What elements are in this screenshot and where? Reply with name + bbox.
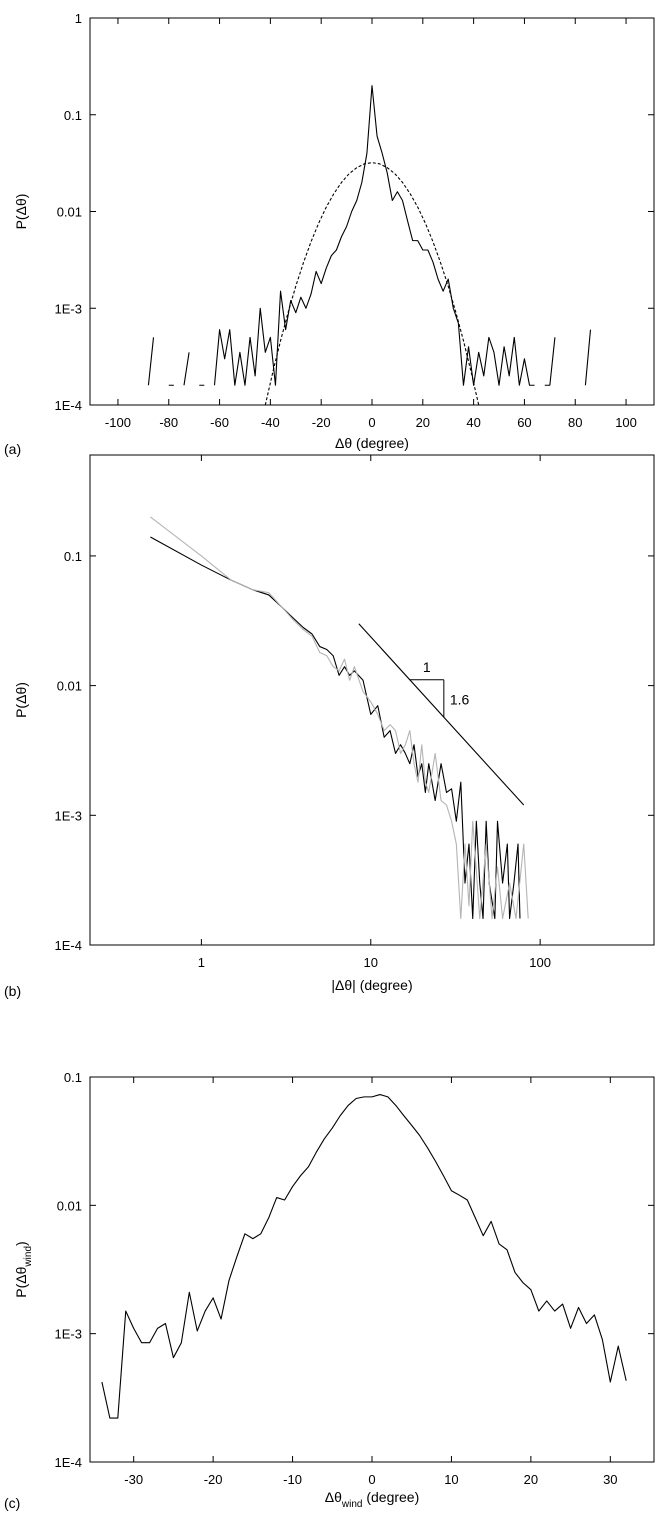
x-tick-label: 40 [466, 415, 480, 430]
data-line [150, 516, 529, 920]
y-tick-label: 0.1 [64, 108, 82, 123]
x-tick-label: -20 [312, 415, 331, 430]
x-tick-label: -60 [210, 415, 229, 430]
x-tick-label: 100 [615, 415, 637, 430]
x-tick-label: 60 [517, 415, 531, 430]
y-tick-label: 1E-3 [55, 1327, 82, 1342]
x-tick-label: 30 [603, 1472, 617, 1487]
x-axis-label-part: (degree) [362, 1489, 419, 1505]
x-axis-label: Δθ (degree) [335, 435, 409, 451]
y-axis-label: P(Δθ) [13, 682, 29, 718]
x-tick-label: 0 [368, 415, 375, 430]
x-tick-label: -40 [261, 415, 280, 430]
y-tick-label: 0.01 [57, 205, 82, 220]
y-axis-label-part: wind [23, 1246, 34, 1268]
x-tick-label: -30 [124, 1472, 143, 1487]
x-axis-label-part: Δθ [325, 1489, 342, 1505]
plot-frame [89, 454, 655, 946]
y-tick-label: 0.1 [64, 1070, 82, 1085]
x-tick-label: 100 [529, 955, 551, 970]
y-axis-label-part: ) [13, 1241, 29, 1246]
plot-frame [89, 1076, 655, 1463]
x-tick-label: 20 [524, 1472, 538, 1487]
data-line [358, 623, 525, 806]
data-line [101, 1093, 627, 1419]
data-line [147, 85, 592, 386]
x-axis-label: |Δθ| (degree) [331, 977, 412, 993]
y-tick-label: 1E-4 [55, 398, 82, 413]
y-tick-label: 1E-4 [55, 1455, 82, 1470]
data-line [150, 536, 521, 920]
x-axis-label-part: wind [341, 1499, 363, 1510]
x-tick-label: 10 [444, 1472, 458, 1487]
y-tick-label: 1E-3 [55, 808, 82, 823]
x-tick-label: 10 [364, 955, 378, 970]
panel-label: (a) [4, 441, 21, 457]
y-tick-label: 1E-3 [55, 301, 82, 316]
x-tick-label: -20 [204, 1472, 223, 1487]
x-tick-label: 80 [568, 415, 582, 430]
panel-label: (c) [4, 1495, 20, 1511]
panel-label: (b) [4, 983, 21, 999]
y-tick-label: 1E-4 [55, 938, 82, 953]
annotation: 1 [423, 659, 431, 675]
x-tick-label: 20 [416, 415, 430, 430]
y-tick-label: 0.01 [57, 1198, 82, 1213]
y-tick-label: 0.01 [57, 679, 82, 694]
y-axis-label-part: P(Δθ [13, 1266, 29, 1297]
x-tick-label: 1 [198, 955, 205, 970]
y-axis-label: P(Δθ) [13, 194, 29, 230]
y-tick-label: 0.1 [64, 549, 82, 564]
x-tick-label: -10 [283, 1472, 302, 1487]
x-tick-label: -100 [105, 415, 131, 430]
x-tick-label: -80 [159, 415, 178, 430]
annotation: 1.6 [450, 691, 470, 707]
x-tick-label: 0 [368, 1472, 375, 1487]
y-axis-label: P(Δθwind) [13, 1241, 34, 1297]
plot-frame [89, 17, 655, 406]
y-tick-label: 1 [75, 11, 82, 26]
x-axis-label: Δθwind (degree) [325, 1489, 420, 1510]
